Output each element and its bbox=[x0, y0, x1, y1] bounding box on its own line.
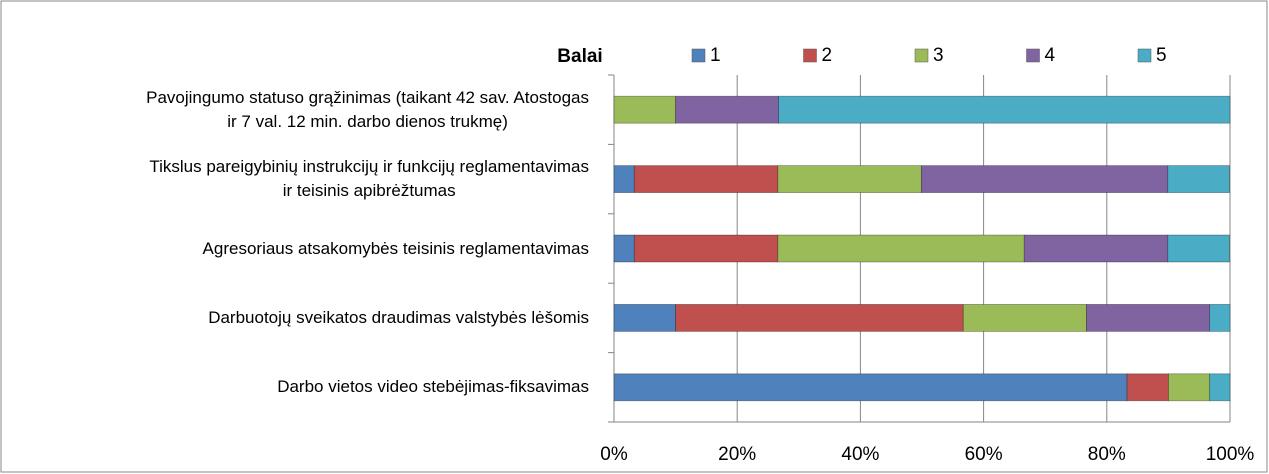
bar-segment bbox=[633, 165, 779, 194]
y-tick-label: Pavojingumo statuso grąžinimas (taikant … bbox=[146, 87, 589, 131]
bar-segment bbox=[613, 234, 635, 263]
legend-swatch bbox=[1026, 48, 1040, 63]
x-tick-label: 0% bbox=[600, 444, 628, 465]
bar-segment bbox=[1167, 165, 1230, 194]
legend-swatch bbox=[914, 48, 929, 63]
x-tick-label: 100% bbox=[1206, 444, 1255, 465]
bar-segment bbox=[1209, 373, 1231, 402]
y-tick-label: Tikslus pareigybinių instrukcijų ir funk… bbox=[149, 157, 589, 201]
bar-segment bbox=[1086, 303, 1211, 332]
bar-segment bbox=[1126, 373, 1169, 402]
y-tick-label: Darbo vietos video stebėjimas-fiksavimas bbox=[277, 377, 589, 397]
bar-segment bbox=[675, 303, 964, 332]
bar-segment bbox=[613, 303, 676, 332]
legend-label: 4 bbox=[1045, 45, 1056, 66]
legend-label: 5 bbox=[1156, 45, 1167, 66]
legend-label: 3 bbox=[933, 45, 944, 66]
bar-segment bbox=[920, 165, 1169, 194]
bar-segment bbox=[777, 165, 922, 194]
x-tick-label: 80% bbox=[1088, 444, 1126, 465]
bar-segment bbox=[962, 303, 1087, 332]
bar-segment bbox=[613, 165, 635, 194]
bar-segment bbox=[613, 95, 676, 124]
bar-segment bbox=[613, 373, 1128, 402]
y-tick-label: Agresoriaus atsakomybės teisinis reglame… bbox=[202, 238, 589, 258]
y-tick-label: Darbuotojų sveikatos draudimas valstybės… bbox=[208, 307, 589, 327]
bar-segment bbox=[633, 234, 779, 263]
legend-label: 2 bbox=[822, 45, 833, 66]
legend-label: 1 bbox=[710, 45, 721, 66]
legend-swatch bbox=[1137, 48, 1152, 63]
bar-segment bbox=[777, 234, 1025, 263]
bar-segment bbox=[778, 95, 1231, 124]
bar-segment bbox=[1167, 234, 1230, 263]
legend-swatch bbox=[691, 48, 706, 63]
bar-segment bbox=[675, 95, 779, 124]
bar-segment bbox=[1209, 303, 1231, 332]
bar-segment bbox=[1168, 373, 1211, 402]
x-tick-label: 60% bbox=[965, 444, 1003, 465]
bar-segment bbox=[1023, 234, 1169, 263]
x-tick-label: 20% bbox=[718, 444, 756, 465]
legend-swatch bbox=[803, 48, 817, 63]
legend-title: Balai bbox=[557, 46, 602, 67]
x-tick-label: 40% bbox=[841, 444, 879, 465]
